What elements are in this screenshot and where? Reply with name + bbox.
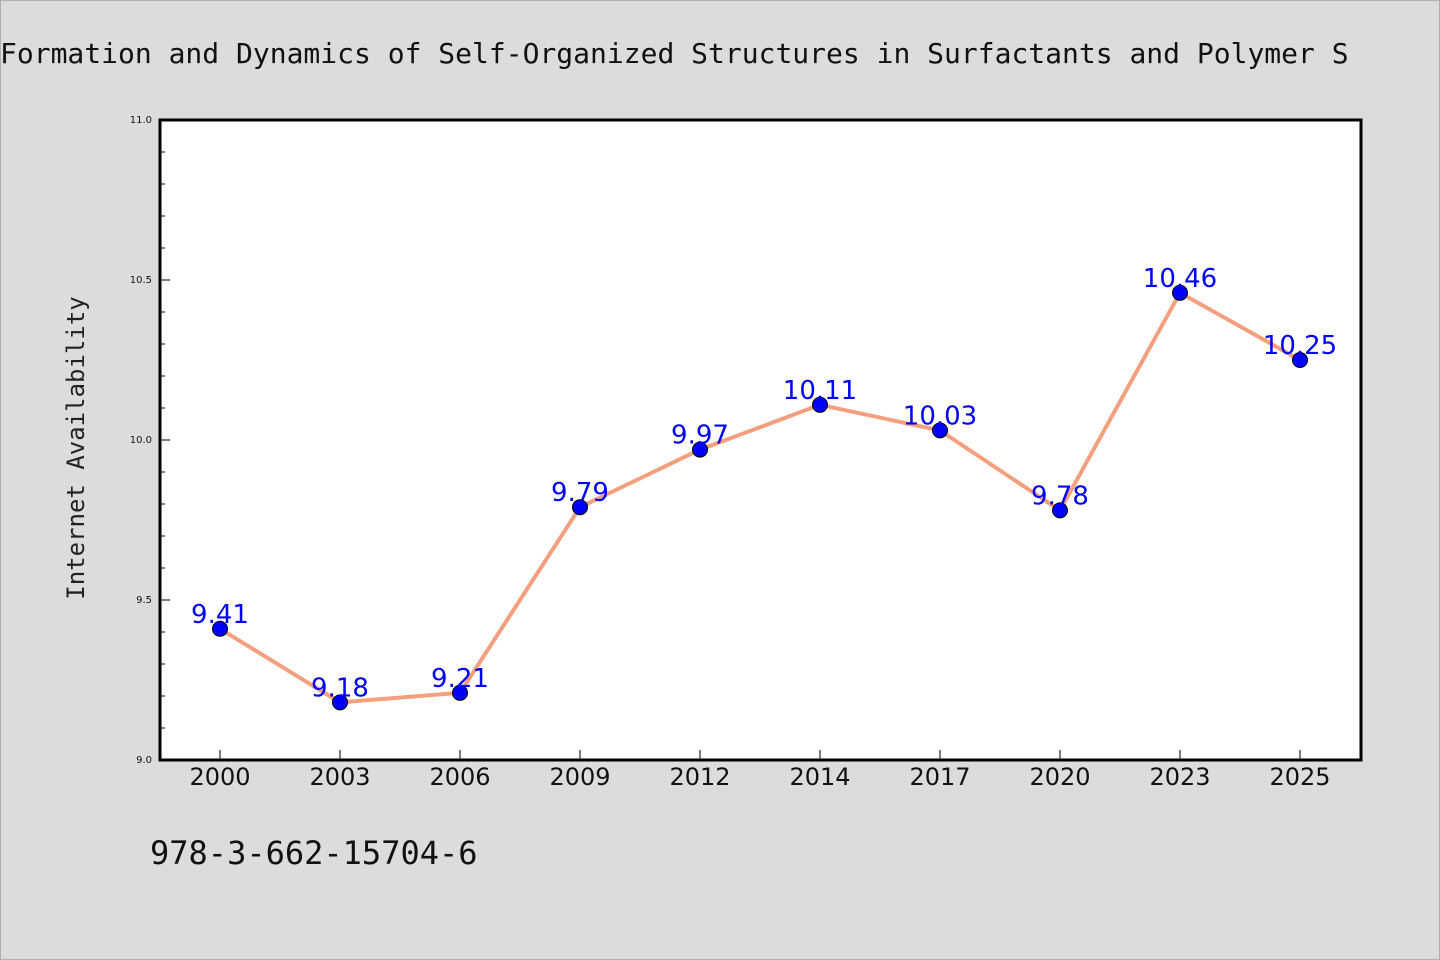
data-point bbox=[812, 396, 828, 413]
y-axis: 9.0 9.5 10.0 10.5 11.0 bbox=[130, 115, 170, 766]
data-label: 10.25 bbox=[1263, 331, 1337, 361]
y-tick-label: 10.0 bbox=[130, 435, 152, 446]
data-point bbox=[572, 499, 588, 516]
y-tick-label: 9.5 bbox=[136, 595, 152, 606]
data-point bbox=[932, 422, 948, 439]
plot-area bbox=[158, 118, 1363, 762]
x-tick-label: 2009 bbox=[549, 763, 610, 791]
y-axis-label: Internet Availability bbox=[62, 296, 90, 599]
y-tick-label: 11.0 bbox=[130, 115, 152, 126]
x-axis: 2000 2003 2006 2009 2012 2014 2017 2020 2023 2025 bbox=[189, 750, 1331, 791]
x-tick-label: 2006 bbox=[429, 763, 490, 791]
data-point bbox=[1172, 284, 1188, 301]
data-label: 10.11 bbox=[783, 376, 857, 406]
y-tick-label: 9.0 bbox=[136, 755, 152, 766]
data-label: 9.21 bbox=[431, 664, 489, 694]
chart-title: Formation and Dynamics of Self-Organized… bbox=[0, 37, 1349, 70]
x-tick-label: 2025 bbox=[1269, 763, 1330, 791]
y-tick-label: 10.5 bbox=[130, 275, 152, 286]
x-tick-label: 2012 bbox=[669, 763, 730, 791]
x-tick-label: 2003 bbox=[309, 763, 370, 791]
data-point bbox=[332, 694, 348, 711]
data-point bbox=[1292, 352, 1308, 368]
x-tick-label: 2020 bbox=[1029, 763, 1090, 791]
data-label: 10.46 bbox=[1143, 264, 1217, 294]
data-point bbox=[452, 684, 468, 701]
footer-isbn: 978-3-662-15704-6 bbox=[150, 834, 478, 872]
data-label: 9.97 bbox=[671, 421, 729, 451]
series-line bbox=[218, 290, 1301, 705]
data-point bbox=[1052, 502, 1068, 519]
series-group: 9.41 9.18 9.21 9.79 9.97 10.11 10.03 9.78 10.46 1… bbox=[191, 264, 1337, 711]
x-tick-label: 2014 bbox=[789, 763, 850, 791]
data-label: 9.18 bbox=[311, 673, 369, 703]
data-label: 9.78 bbox=[1031, 481, 1089, 511]
data-label: 9.79 bbox=[551, 478, 609, 508]
data-point bbox=[212, 620, 228, 637]
data-label: 9.41 bbox=[191, 600, 249, 630]
x-tick-label: 2023 bbox=[1149, 763, 1210, 791]
x-tick-label: 2017 bbox=[909, 763, 970, 791]
x-tick-label: 2000 bbox=[189, 763, 250, 791]
data-point bbox=[692, 441, 708, 458]
data-label: 10.03 bbox=[903, 401, 977, 431]
